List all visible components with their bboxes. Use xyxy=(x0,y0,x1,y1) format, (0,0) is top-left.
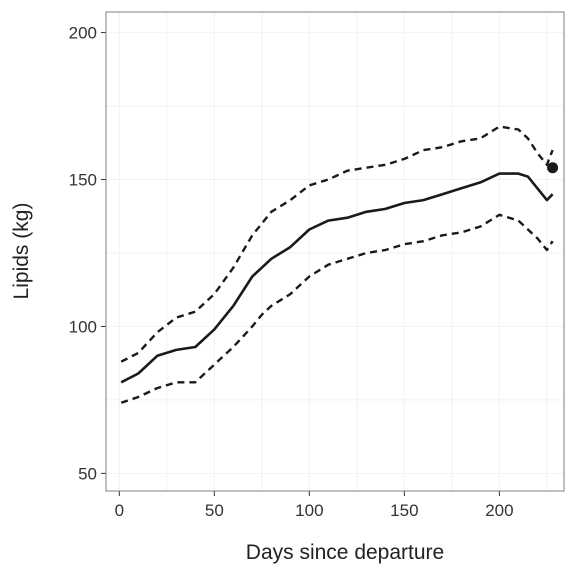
series-line-bound-2 xyxy=(120,213,554,404)
plot-frame xyxy=(105,11,565,492)
axis-ticks xyxy=(101,32,500,496)
y-tick-labels: 50 100 150 200 xyxy=(69,24,97,484)
x-tick-label: 0 xyxy=(115,501,124,520)
x-tick-label: 150 xyxy=(390,501,418,520)
data-series xyxy=(120,125,554,404)
plot-background xyxy=(106,12,564,491)
y-axis-title: Lipids (kg) xyxy=(10,203,33,300)
x-tick-label: 100 xyxy=(295,501,323,520)
x-tick-label: 50 xyxy=(205,501,224,520)
series-line-mean xyxy=(120,172,554,384)
series-line-bound-0 xyxy=(120,125,554,363)
data-points xyxy=(547,162,559,174)
y-tick-label: 100 xyxy=(69,317,97,336)
x-tick-label: 200 xyxy=(485,501,513,520)
data-point xyxy=(547,162,559,174)
x-tick-labels: 0 50 100 150 200 xyxy=(115,501,514,520)
x-axis-title: Days since departure xyxy=(246,541,444,564)
grid-lines xyxy=(106,12,564,491)
y-tick-label: 150 xyxy=(69,171,97,190)
y-tick-label: 200 xyxy=(69,24,97,43)
y-tick-label: 50 xyxy=(78,464,97,483)
